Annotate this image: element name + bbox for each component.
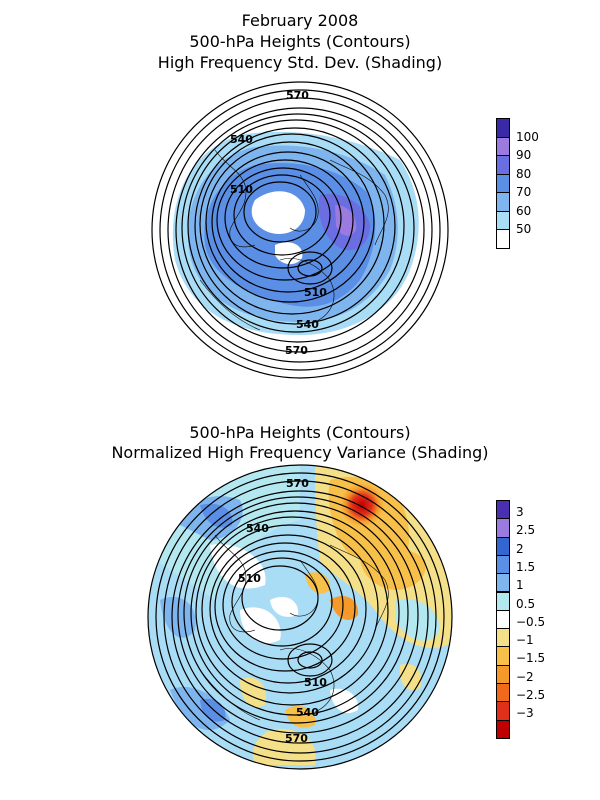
bottom-colorbar-swatch [496, 628, 510, 648]
top-title-line-1: February 2008 [241, 11, 359, 30]
bottom-contour-label: 540 [246, 522, 269, 535]
top-contour-label: 540 [230, 133, 253, 146]
top-contour-label: 510 [230, 183, 253, 196]
top-title-line-2: 500-hPa Heights (Contours) [189, 32, 411, 51]
bottom-colorbar-label: −0.5 [516, 614, 546, 629]
top-contour-label: 510 [304, 286, 327, 299]
bottom-title-line-2: Normalized High Frequency Variance (Shad… [111, 443, 489, 462]
bottom-colorbar-swatch [496, 518, 510, 538]
bottom-colorbar-swatch [496, 554, 510, 575]
bottom-colorbar-label: 2.5 [516, 523, 536, 538]
bottom-contour-label: 510 [238, 572, 261, 585]
bottom-title-line-1: 500-hPa Heights (Contours) [189, 423, 411, 442]
bottom-colorbar-label: −2.5 [516, 688, 546, 702]
bottom-colorbar-label: 1 [516, 578, 524, 593]
top-colorbar-label: 90 [516, 148, 532, 162]
top-contour-label: 540 [296, 318, 319, 331]
bottom-height-contours [155, 472, 445, 762]
bottom-colorbar-swatch [496, 701, 510, 721]
top-colorbar-label: 70 [516, 185, 532, 199]
bottom-colorbar-label: −3 [516, 706, 534, 721]
bottom-colorbar-label: 3 [516, 505, 524, 519]
bottom-colorbar-label: 1.5 [516, 559, 536, 574]
bottom-map-border [147, 464, 453, 770]
top-colorbar-swatch [496, 118, 510, 138]
top-contour-label: 570 [286, 89, 309, 102]
top-colorbar-swatch [496, 229, 510, 249]
top-height-contours [159, 89, 441, 371]
top-colorbar-label: 50 [516, 222, 532, 236]
bottom-coastlines [199, 534, 389, 721]
top-colorbar-label: 100 [516, 129, 539, 144]
top-colorbar-swatch [496, 173, 510, 193]
top-colorbar-label: 60 [516, 203, 532, 218]
bottom-colorbar-swatch [496, 591, 510, 611]
top-colorbar-label: 80 [516, 166, 532, 181]
top-title-line-3: High Frequency Std. Dev. (Shading) [157, 53, 443, 72]
bottom-colorbar-swatch [496, 646, 510, 666]
top-map: 570 540 510 510 540 570 [151, 81, 449, 379]
top-colorbar-swatch [496, 136, 510, 156]
top-colorbar-swatch [496, 192, 510, 212]
top-contour-labels: 570 540 510 510 540 570 [230, 89, 327, 357]
top-colorbar-swatch [496, 155, 510, 175]
top-map-border [151, 81, 449, 379]
bottom-contour-label: 570 [285, 732, 308, 745]
bottom-colorbar-label: 2 [516, 541, 524, 556]
top-contour-label: 570 [285, 344, 308, 357]
bottom-colorbar-swatch [496, 609, 510, 630]
top-colorbar-swatch [496, 210, 510, 230]
bottom-contour-label: 570 [286, 477, 309, 490]
bottom-colorbar-swatch [496, 664, 510, 684]
bottom-colorbar-swatch [496, 683, 510, 703]
bottom-map: 570 540 510 510 540 570 [147, 464, 453, 770]
bottom-colorbar-swatch [496, 719, 510, 739]
bottom-contour-label: 510 [304, 676, 327, 689]
bottom-colorbar-swatch [496, 536, 510, 556]
top-coastlines [199, 149, 389, 331]
bottom-colorbar-label: −2 [516, 669, 534, 684]
bottom-colorbar-label: −1 [516, 633, 534, 648]
bottom-contour-label: 540 [296, 706, 319, 719]
bottom-colorbar-label: −1.5 [516, 651, 546, 666]
bottom-colorbar-swatch [496, 500, 510, 520]
bottom-contour-labels: 570 540 510 510 540 570 [238, 477, 327, 745]
bottom-colorbar-swatch [496, 573, 510, 593]
bottom-colorbar-label: 0.5 [516, 596, 536, 611]
